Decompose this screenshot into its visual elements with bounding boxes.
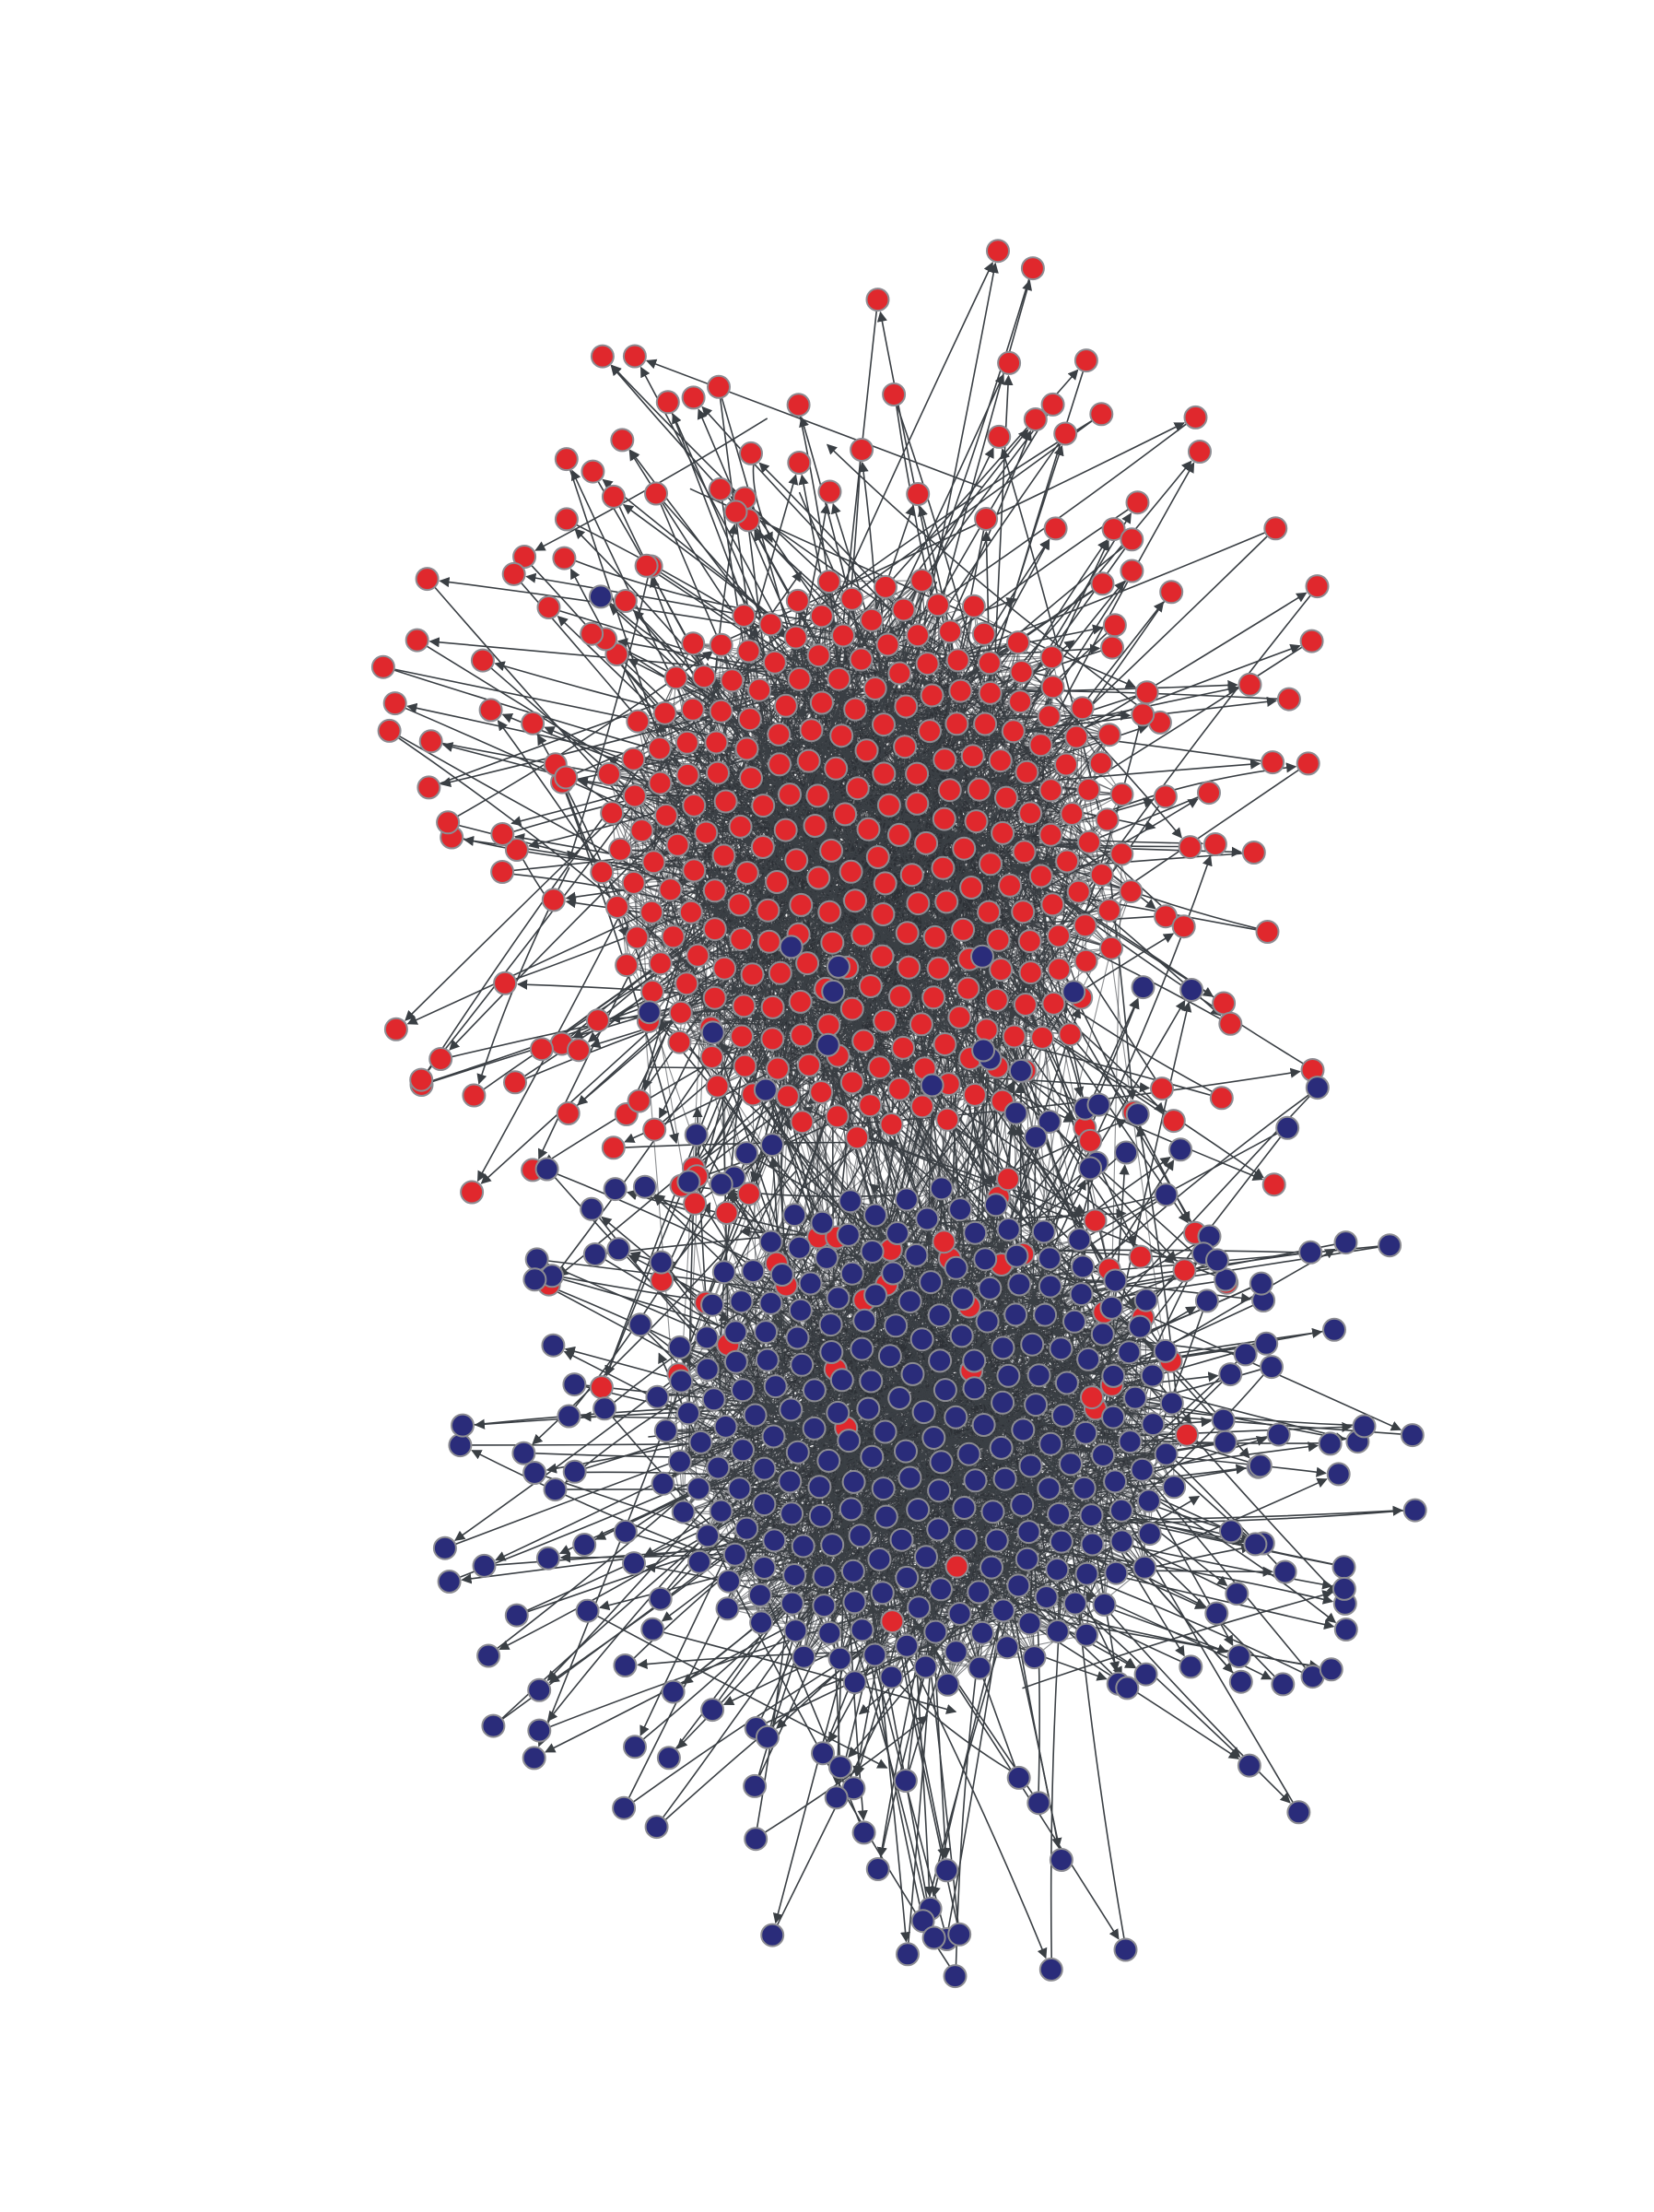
edge bbox=[787, 1095, 930, 1556]
edge bbox=[642, 1562, 838, 1740]
edge bbox=[808, 1511, 934, 1927]
edge bbox=[796, 998, 1175, 1265]
edge bbox=[537, 1360, 691, 1747]
edge bbox=[454, 1324, 1040, 1546]
edge bbox=[546, 1406, 828, 1722]
red-node bbox=[865, 845, 890, 869]
edge bbox=[830, 502, 919, 810]
edge bbox=[799, 416, 903, 854]
edge bbox=[871, 1583, 1048, 1959]
edge bbox=[864, 1248, 1300, 1259]
edge bbox=[439, 577, 928, 658]
edge bbox=[716, 546, 1124, 910]
edge bbox=[752, 464, 773, 544]
edge bbox=[645, 359, 983, 488]
edge bbox=[574, 528, 800, 791]
edge bbox=[845, 1067, 1301, 1125]
edge bbox=[703, 1002, 1013, 1199]
edge bbox=[497, 720, 635, 918]
edge bbox=[611, 1416, 768, 1583]
edge bbox=[996, 1415, 1276, 1677]
edge bbox=[428, 637, 768, 673]
edge bbox=[848, 1634, 949, 1759]
edge bbox=[1067, 1535, 1125, 1939]
edge bbox=[768, 373, 1004, 859]
edge bbox=[512, 873, 784, 933]
edge bbox=[449, 806, 690, 1051]
edge bbox=[938, 966, 1001, 1254]
edge bbox=[632, 1550, 1027, 1803]
edge bbox=[757, 1345, 1255, 1500]
edge bbox=[633, 759, 719, 774]
edge bbox=[610, 364, 988, 767]
edge bbox=[615, 645, 921, 843]
edge bbox=[817, 1477, 1328, 1689]
edge bbox=[838, 1455, 916, 1787]
edge bbox=[830, 1054, 985, 1534]
edge bbox=[1079, 1164, 1130, 1621]
edge bbox=[1108, 1340, 1338, 1595]
edge bbox=[549, 1590, 941, 1728]
edge bbox=[811, 705, 1262, 762]
edge bbox=[637, 1650, 931, 1670]
edge bbox=[543, 920, 975, 1165]
edge bbox=[978, 1484, 1227, 1591]
edge bbox=[980, 374, 1014, 982]
edge bbox=[863, 1157, 1171, 1387]
edge bbox=[914, 1520, 1136, 1668]
edge bbox=[955, 1599, 990, 1966]
edge bbox=[755, 503, 831, 815]
edge bbox=[756, 1407, 811, 1829]
edge bbox=[920, 1383, 951, 1859]
edge bbox=[494, 661, 967, 781]
edge bbox=[474, 1402, 1020, 1430]
edge bbox=[876, 1440, 973, 1858]
edge bbox=[1000, 448, 1100, 810]
edge bbox=[760, 1546, 804, 1623]
edge bbox=[1084, 854, 1213, 1161]
edge bbox=[982, 1510, 1404, 1526]
edge bbox=[750, 805, 864, 1182]
edge bbox=[1002, 843, 1191, 1223]
edge bbox=[471, 1449, 713, 1557]
edge bbox=[949, 630, 991, 694]
edge bbox=[764, 1715, 929, 1833]
edge bbox=[959, 690, 1026, 853]
edge bbox=[1085, 1311, 1204, 1604]
node-layer bbox=[370, 239, 1427, 1989]
edge bbox=[566, 1483, 977, 1494]
edge bbox=[393, 668, 1156, 831]
edge bbox=[1108, 865, 1137, 1100]
edge bbox=[454, 1220, 875, 1541]
edge bbox=[1062, 724, 1141, 975]
edge bbox=[397, 736, 695, 970]
edge bbox=[826, 443, 1153, 716]
edge bbox=[616, 638, 850, 681]
edge bbox=[925, 1366, 1090, 1911]
edge bbox=[462, 838, 705, 873]
edge bbox=[490, 667, 885, 1029]
edge bbox=[605, 1208, 1127, 1254]
edge bbox=[526, 1456, 1006, 1613]
edge bbox=[1009, 1547, 1334, 1605]
edge bbox=[476, 725, 717, 1182]
edge bbox=[896, 405, 1008, 786]
edge bbox=[1015, 1082, 1037, 1559]
edge bbox=[924, 1360, 1238, 1641]
edge bbox=[624, 961, 970, 1143]
edge bbox=[858, 1381, 1224, 1715]
edge bbox=[562, 1276, 1018, 1336]
